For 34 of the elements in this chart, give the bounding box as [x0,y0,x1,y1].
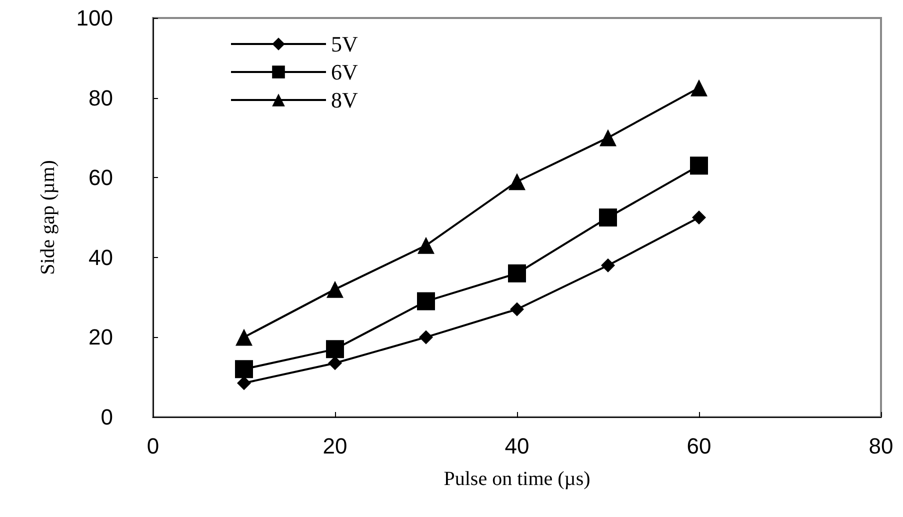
point [237,376,251,390]
point [599,208,617,226]
point [510,302,524,316]
point [418,236,434,254]
point [508,264,526,282]
y-tick-label: 100 [76,6,113,30]
y-axis-title: Side gap (µm) [37,160,59,275]
point [690,156,708,175]
point [600,129,616,146]
point [326,340,344,358]
y-tick-label: 20 [88,324,113,350]
point [419,330,433,344]
point [328,356,342,370]
point [508,173,526,190]
x-tick-label: 60 [686,434,712,458]
point [235,360,253,378]
legend-label: 6V [331,60,358,84]
x-tick-label: 80 [868,434,894,458]
point [236,328,252,346]
x-tick-label: 0 [146,434,160,458]
point [417,292,435,310]
point [690,79,708,96]
legend-label: 8V [331,88,358,112]
y-tick-label: 80 [88,85,113,110]
legend-label: 5V [331,32,358,56]
x-axis-title: Pulse on time (µs) [444,468,590,490]
point [601,258,615,272]
y-tick-label: 40 [88,244,113,270]
point [326,280,344,298]
x-tick-label: 40 [504,434,530,458]
point [692,210,706,224]
x-tick-label: 20 [322,434,348,458]
y-tick-label: 60 [88,165,113,190]
y-tick-label: 0 [100,404,113,430]
